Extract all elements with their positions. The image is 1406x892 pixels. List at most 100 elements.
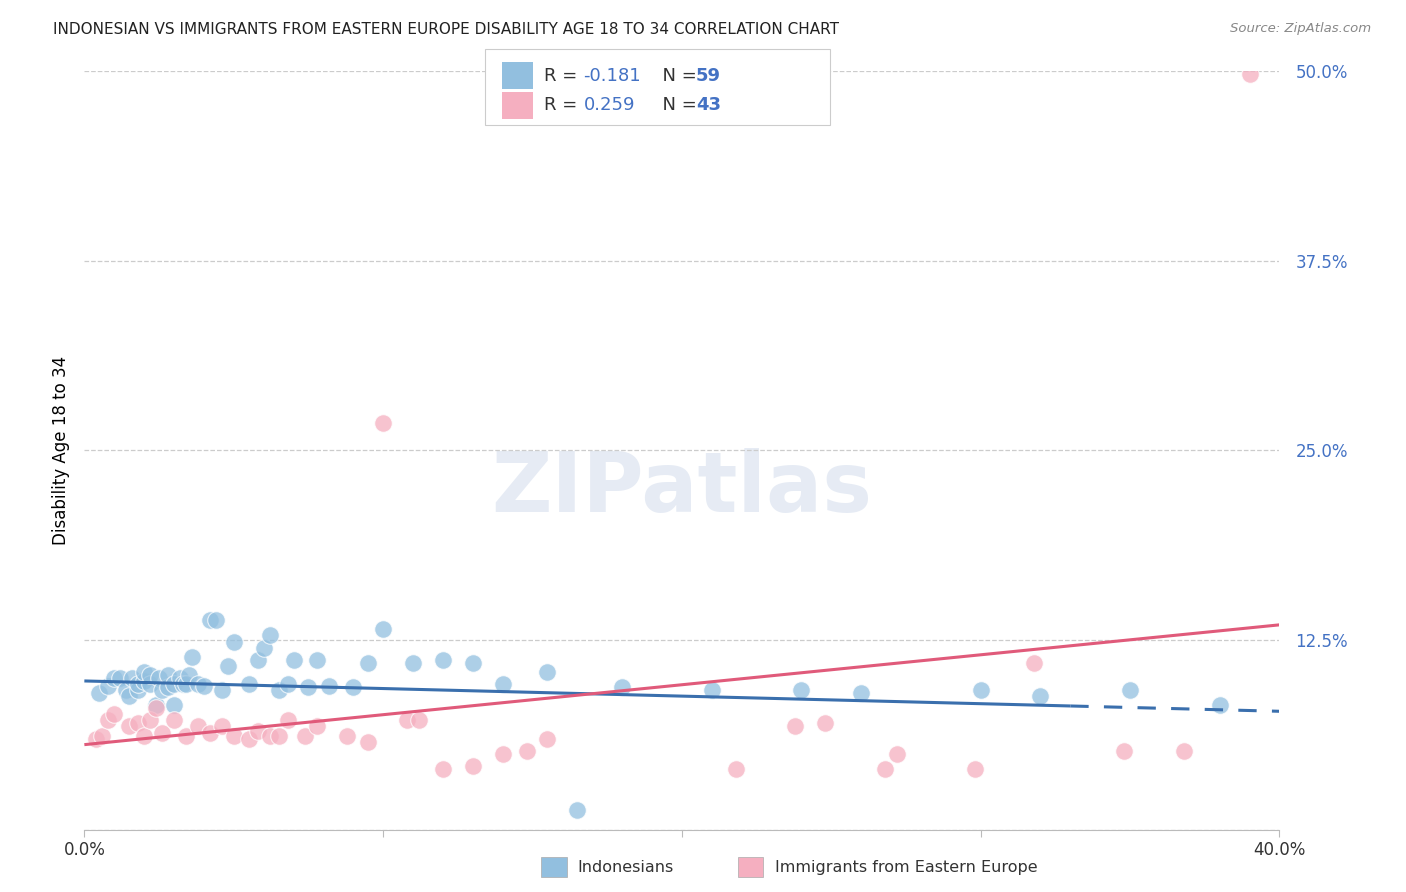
Point: [492, 677, 515, 691]
Point: [785, 719, 807, 733]
Point: [536, 731, 558, 746]
Point: [132, 665, 156, 679]
Point: [432, 762, 454, 776]
Point: [211, 719, 233, 733]
Point: [875, 762, 897, 776]
Point: [181, 649, 204, 664]
Point: [127, 683, 149, 698]
Point: [163, 698, 186, 713]
Point: [246, 653, 269, 667]
Point: [205, 613, 228, 627]
Point: [211, 683, 233, 698]
Text: N =: N =: [651, 96, 703, 114]
Point: [86, 731, 108, 746]
Point: [294, 729, 316, 743]
Point: [238, 731, 260, 746]
Point: [127, 716, 149, 731]
Point: [336, 729, 359, 743]
Text: N =: N =: [651, 67, 703, 85]
Point: [1029, 689, 1052, 703]
Point: [145, 698, 167, 713]
Point: [172, 677, 194, 691]
Point: [307, 653, 329, 667]
Point: [139, 677, 162, 691]
Point: [700, 683, 723, 698]
Point: [1119, 683, 1142, 698]
Point: [132, 673, 156, 688]
Point: [132, 729, 156, 743]
Point: [89, 686, 111, 700]
Point: [157, 680, 180, 694]
Point: [110, 671, 132, 685]
Point: [432, 653, 454, 667]
Point: [886, 747, 908, 761]
Point: [259, 628, 281, 642]
Point: [402, 656, 425, 670]
Text: Immigrants from Eastern Europe: Immigrants from Eastern Europe: [775, 860, 1038, 874]
Point: [121, 671, 143, 685]
Point: [187, 719, 209, 733]
Point: [277, 714, 299, 728]
Text: -0.181: -0.181: [583, 67, 641, 85]
Point: [157, 668, 180, 682]
Point: [174, 729, 197, 743]
Text: 0.259: 0.259: [583, 96, 636, 114]
Point: [97, 714, 120, 728]
Point: [318, 678, 340, 692]
Point: [283, 653, 305, 667]
Point: [115, 683, 138, 698]
Point: [103, 671, 125, 685]
Text: Indonesians: Indonesians: [578, 860, 673, 874]
Point: [373, 416, 395, 430]
Point: [612, 680, 634, 694]
Point: [222, 729, 245, 743]
Point: [150, 725, 173, 739]
Point: [177, 668, 200, 682]
Point: [396, 714, 419, 728]
Point: [461, 759, 484, 773]
Point: [198, 725, 221, 739]
Point: [267, 683, 290, 698]
Point: [357, 734, 380, 748]
Point: [118, 719, 141, 733]
Point: [963, 762, 986, 776]
Point: [163, 714, 186, 728]
Point: [163, 677, 186, 691]
Point: [148, 671, 170, 685]
Point: [238, 677, 260, 691]
Point: [970, 683, 993, 698]
Point: [373, 623, 395, 637]
Point: [1024, 656, 1046, 670]
Point: [253, 640, 276, 655]
Text: INDONESIAN VS IMMIGRANTS FROM EASTERN EUROPE DISABILITY AGE 18 TO 34 CORRELATION: INDONESIAN VS IMMIGRANTS FROM EASTERN EU…: [53, 22, 839, 37]
Point: [118, 689, 141, 703]
Point: [259, 729, 281, 743]
Point: [814, 716, 837, 731]
Point: [851, 686, 873, 700]
Point: [1239, 67, 1261, 81]
Point: [193, 678, 215, 692]
Point: [267, 729, 290, 743]
Point: [724, 762, 747, 776]
Point: [277, 677, 299, 691]
Text: Source: ZipAtlas.com: Source: ZipAtlas.com: [1230, 22, 1371, 36]
Text: 43: 43: [696, 96, 721, 114]
Point: [217, 658, 239, 673]
Point: [91, 729, 114, 743]
Point: [1209, 698, 1232, 713]
Text: R =: R =: [544, 67, 583, 85]
Point: [97, 678, 120, 692]
Point: [169, 671, 191, 685]
Point: [516, 744, 538, 758]
Point: [342, 680, 364, 694]
Point: [492, 747, 515, 761]
Point: [408, 714, 430, 728]
Point: [150, 683, 173, 698]
Point: [1114, 744, 1136, 758]
Text: 59: 59: [696, 67, 721, 85]
Point: [790, 683, 813, 698]
Point: [461, 656, 484, 670]
Point: [567, 803, 589, 817]
Point: [246, 724, 269, 739]
Point: [357, 656, 380, 670]
